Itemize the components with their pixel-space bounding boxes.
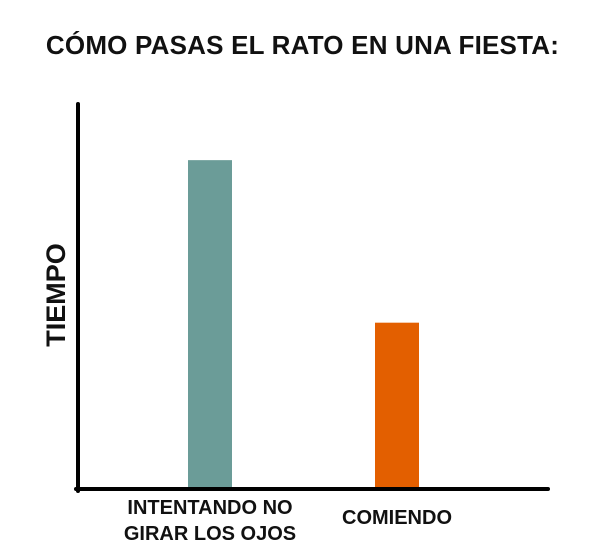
- x-tick-label-line: COMIENDO: [342, 507, 452, 529]
- bar-2: [375, 322, 419, 489]
- chart-title: CÓMO PASAS EL RATO EN UNA FIESTA:: [45, 30, 560, 60]
- x-tick-label-line: INTENTANDO NO: [127, 497, 292, 519]
- bars-group: [188, 160, 419, 489]
- x-tick-label-2: COMIENDO: [342, 507, 452, 529]
- y-axis-label: TIEMPO: [41, 243, 71, 347]
- x-tick-label-line: GIRAR LOS OJOS: [124, 523, 296, 545]
- x-tick-labels: INTENTANDO NO GIRAR LOS OJOS COMIENDO: [124, 497, 452, 545]
- x-tick-label-1: INTENTANDO NO GIRAR LOS OJOS: [124, 497, 296, 545]
- bar-1: [188, 160, 232, 489]
